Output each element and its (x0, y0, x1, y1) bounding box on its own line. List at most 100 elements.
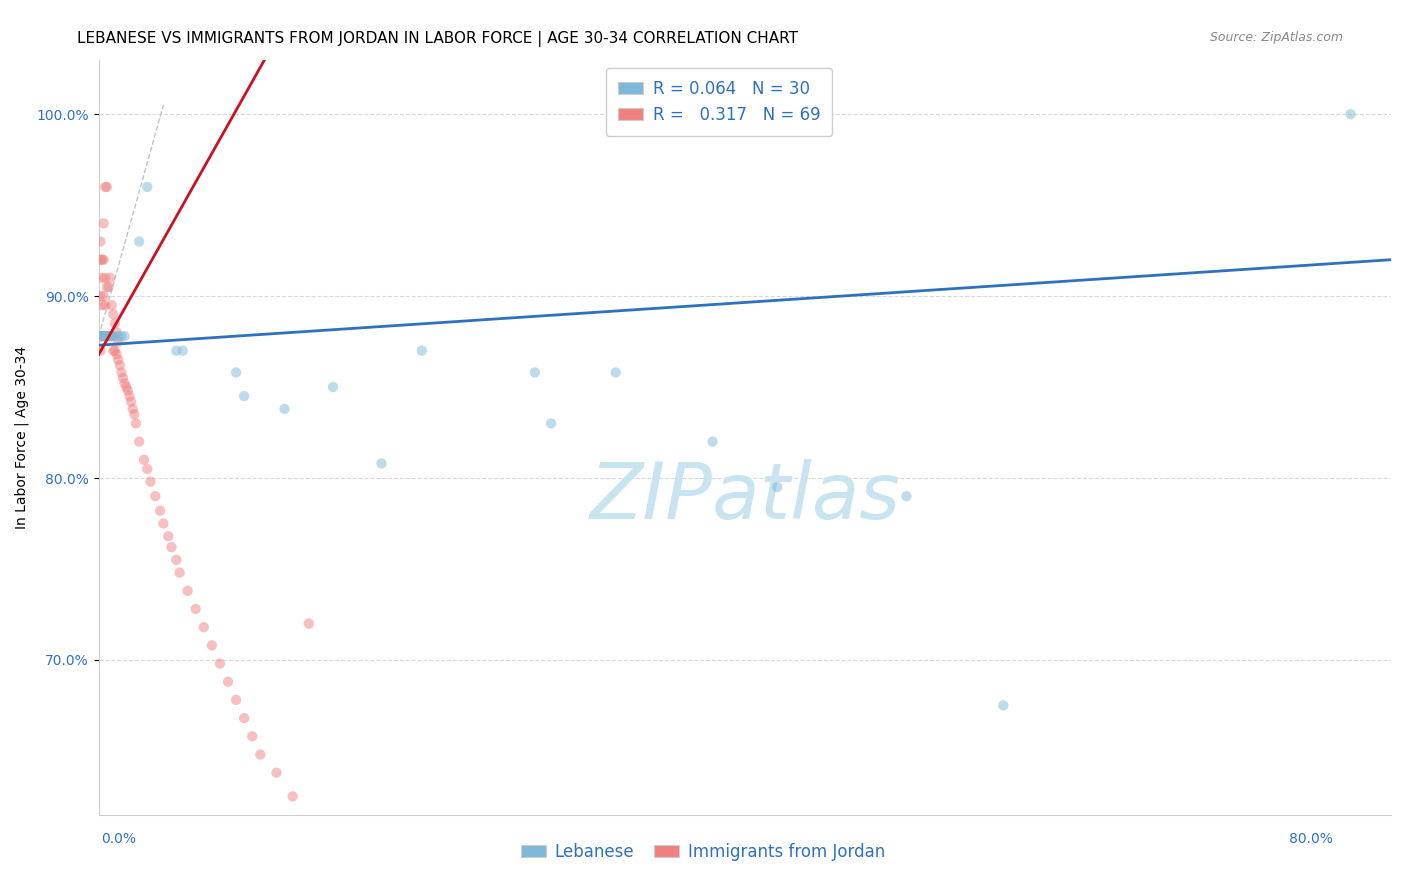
Point (605, 366, 627, 380)
Point (89, 289, 111, 303)
Point (281, 789, 304, 804)
Point (298, 616, 321, 631)
Text: Source: ZipAtlas.com: Source: ZipAtlas.com (1209, 31, 1343, 45)
Point (98, 271, 121, 285)
Point (105, 326, 128, 340)
Point (107, 329, 129, 343)
Point (110, 366, 132, 380)
Point (91, 252, 114, 267)
Point (160, 540, 183, 554)
Point (217, 674, 239, 689)
Point (201, 639, 224, 653)
Point (108, 358, 131, 372)
Point (273, 401, 295, 416)
Point (115, 380, 138, 394)
Point (96, 329, 118, 343)
Point (93, 289, 115, 303)
Point (98, 329, 121, 343)
Point (766, 480, 789, 494)
Point (100, 329, 122, 343)
Point (233, 389, 256, 403)
Point (149, 504, 172, 518)
Point (208, 657, 231, 671)
Legend: Lebanese, Immigrants from Jordan: Lebanese, Immigrants from Jordan (515, 837, 891, 868)
Point (157, 529, 180, 543)
Point (523, 366, 546, 380)
Point (193, 620, 215, 634)
Point (107, 352, 129, 367)
Point (104, 329, 127, 343)
Point (132, 452, 155, 467)
Point (97, 280, 120, 294)
Point (97, 329, 120, 343)
Point (225, 693, 247, 707)
Point (97, 329, 120, 343)
Point (94, 180, 117, 194)
Point (96, 180, 118, 194)
Point (96, 280, 118, 294)
Point (370, 457, 392, 471)
Point (172, 343, 194, 358)
Point (165, 553, 187, 567)
Point (103, 343, 125, 358)
Point (94, 271, 117, 285)
Point (540, 417, 562, 431)
Point (103, 307, 125, 321)
Text: LEBANESE VS IMMIGRANTS FROM JORDAN IN LABOR FORCE | AGE 30-34 CORRELATION CHART: LEBANESE VS IMMIGRANTS FROM JORDAN IN LA… (77, 31, 799, 47)
Text: 0.0%: 0.0% (101, 832, 136, 846)
Point (110, 329, 132, 343)
Point (93, 329, 115, 343)
Legend: R = 0.064   N = 30, R =   0.317   N = 69: R = 0.064 N = 30, R = 0.317 N = 69 (606, 68, 832, 136)
Point (91, 329, 114, 343)
Point (104, 343, 127, 358)
Point (93, 329, 115, 343)
Point (100, 329, 122, 343)
Point (89, 252, 111, 267)
Point (266, 765, 288, 780)
Point (169, 566, 191, 580)
Point (121, 401, 143, 416)
Point (93, 216, 115, 230)
Text: 80.0%: 80.0% (1289, 832, 1333, 846)
Point (1340, 107, 1362, 121)
Point (993, 698, 1015, 713)
Point (152, 516, 174, 531)
Point (89, 343, 111, 358)
Point (93, 252, 115, 267)
Point (107, 334, 129, 349)
Point (104, 317, 127, 331)
Point (249, 747, 271, 762)
Point (105, 347, 128, 361)
Point (89, 235, 111, 249)
Point (184, 602, 207, 616)
Point (89, 329, 111, 343)
Point (118, 389, 141, 403)
Point (89, 329, 111, 343)
Point (100, 298, 122, 312)
Point (896, 489, 918, 503)
Point (91, 329, 114, 343)
Text: ZIPatlas: ZIPatlas (589, 459, 900, 535)
Point (322, 380, 344, 394)
Point (94, 329, 117, 343)
Point (124, 408, 146, 422)
Point (165, 343, 187, 358)
Point (136, 180, 159, 194)
Point (111, 371, 134, 385)
Point (125, 417, 148, 431)
Point (225, 366, 247, 380)
Point (143, 489, 166, 503)
Point (128, 235, 150, 249)
Point (94, 298, 117, 312)
Point (94, 329, 117, 343)
Point (117, 384, 139, 398)
Point (91, 329, 114, 343)
Point (91, 271, 114, 285)
Point (128, 434, 150, 449)
Point (139, 475, 162, 489)
Point (91, 298, 114, 312)
Point (240, 729, 263, 743)
Y-axis label: In Labor Force | Age 30-34: In Labor Force | Age 30-34 (15, 345, 30, 529)
Point (96, 329, 118, 343)
Point (98, 329, 121, 343)
